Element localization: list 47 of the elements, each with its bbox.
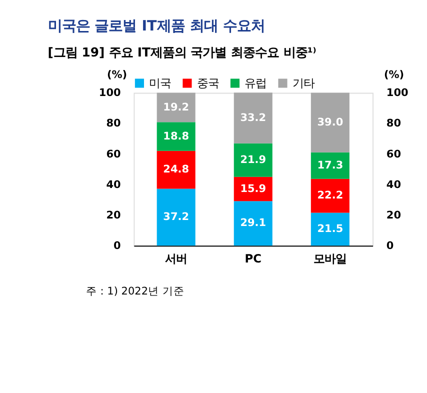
data-label: 24.8 — [163, 164, 190, 176]
data-label: 21.9 — [240, 154, 266, 166]
legend-label: 유럽 — [244, 76, 267, 90]
y-tick-label: 100 — [98, 87, 121, 100]
data-label: 37.2 — [163, 211, 190, 224]
legend-label: 미국 — [149, 76, 172, 90]
data-label: 18.8 — [163, 130, 190, 142]
bar — [234, 143, 272, 177]
data-label: 15.9 — [240, 182, 266, 195]
data-label: 19.2 — [163, 101, 190, 114]
y2-axis-title: (%) — [384, 68, 404, 81]
bar — [310, 92, 350, 152]
text: 주 : 1) 2022년 기준 — [86, 285, 184, 298]
y-axis-title: (%) — [106, 68, 128, 81]
data-label: 33.2 — [240, 112, 266, 124]
bar — [234, 92, 272, 144]
y-tick-label: 60 — [106, 148, 121, 160]
bar — [234, 201, 272, 246]
data-label: 22.2 — [317, 190, 344, 202]
x-tick-label: 모바일 — [314, 251, 347, 266]
y2-tick-label: 60 — [386, 148, 402, 160]
chart-subtitle: [그림 19] 주요 IT제품의 국가별 최종수요 비중¹⁾ — [48, 44, 316, 60]
bar — [156, 150, 196, 189]
bar — [310, 178, 350, 213]
bar — [156, 188, 196, 246]
y-tick-label: 20 — [106, 209, 121, 222]
bar — [156, 122, 196, 151]
y2-tick-label: 100 — [386, 87, 408, 100]
x-tick-label: 서버 — [165, 251, 188, 266]
y-tick-label: 80 — [106, 118, 121, 130]
bar — [310, 152, 350, 179]
y2-tick-label: 0 — [386, 240, 394, 252]
legend-label: 중국 — [196, 76, 219, 90]
data-label: 39.0 — [317, 116, 344, 128]
y2-tick-label: 40 — [386, 178, 402, 191]
data-label: 21.5 — [317, 223, 344, 236]
chart-title: 미국은 글로벌 IT제품 최대 수요처 — [48, 18, 265, 35]
data-label: 17.3 — [317, 159, 344, 172]
legend-label: 기타 — [292, 76, 314, 90]
data-label: 29.1 — [240, 217, 266, 230]
x-tick-label: PC — [244, 251, 262, 266]
y-tick-label: 0 — [114, 240, 121, 252]
y2-tick-label: 80 — [386, 118, 402, 130]
y2-tick-label: 20 — [386, 209, 402, 222]
bar — [310, 212, 350, 246]
bar — [156, 92, 196, 122]
y-tick-label: 40 — [106, 178, 121, 191]
